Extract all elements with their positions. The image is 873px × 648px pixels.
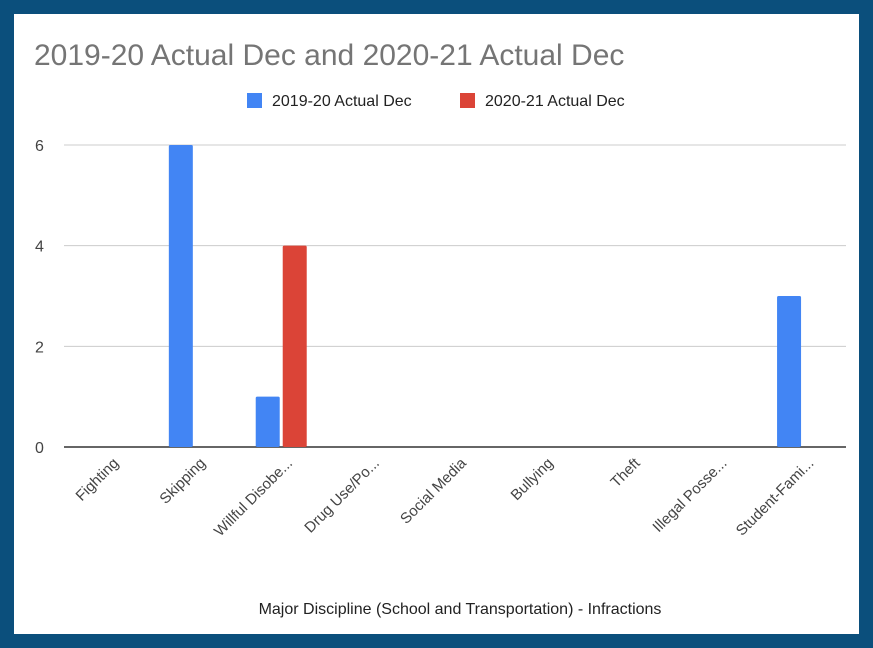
- bar-1-2: [168, 145, 193, 447]
- x-tick-label: Bullying: [508, 455, 557, 504]
- legend-label-1: 2019-20 Actual Dec: [272, 93, 412, 110]
- legend-label-2: 2020-21 Actual Dec: [485, 93, 625, 110]
- bars: [168, 145, 802, 447]
- x-tick-label: Student-Fami...: [733, 455, 818, 540]
- y-tick-label: 4: [35, 239, 44, 256]
- y-tick-label: 0: [35, 440, 44, 457]
- x-tick-label: Drug Use/Po...: [301, 455, 383, 537]
- x-axis-title: Major Discipline (School and Transportat…: [259, 601, 662, 618]
- x-tick-label: Willful Disobe...: [211, 455, 296, 540]
- x-tick-label: Social Media: [397, 454, 470, 527]
- bar-2-3: [282, 245, 307, 447]
- chart-title: 2019-20 Actual Dec and 2020-21 Actual De…: [34, 39, 624, 72]
- gridlines: [64, 144, 846, 448]
- x-tick-label: Skipping: [156, 455, 209, 508]
- chart: 2019-20 Actual Dec and 2020-21 Actual De…: [34, 39, 846, 618]
- x-tick-label: Illegal Posse...: [649, 455, 730, 536]
- bar-1-3: [255, 396, 280, 447]
- bar-1-9: [777, 296, 802, 447]
- x-tick-label: Fighting: [73, 455, 123, 505]
- legend-swatch-1: [247, 93, 262, 108]
- legend: 2019-20 Actual Dec 2020-21 Actual Dec: [247, 93, 625, 110]
- y-tick-label: 2: [35, 339, 44, 356]
- x-tick-label: Theft: [607, 454, 644, 491]
- chart-panel: 2019-20 Actual Dec and 2020-21 Actual De…: [14, 14, 859, 634]
- y-tick-labels: 0 2 4 6: [35, 138, 44, 457]
- y-tick-label: 6: [35, 138, 44, 155]
- legend-swatch-2: [460, 93, 475, 108]
- x-tick-labels: Fighting Skipping Willful Disobe... Drug Us…: [73, 454, 818, 540]
